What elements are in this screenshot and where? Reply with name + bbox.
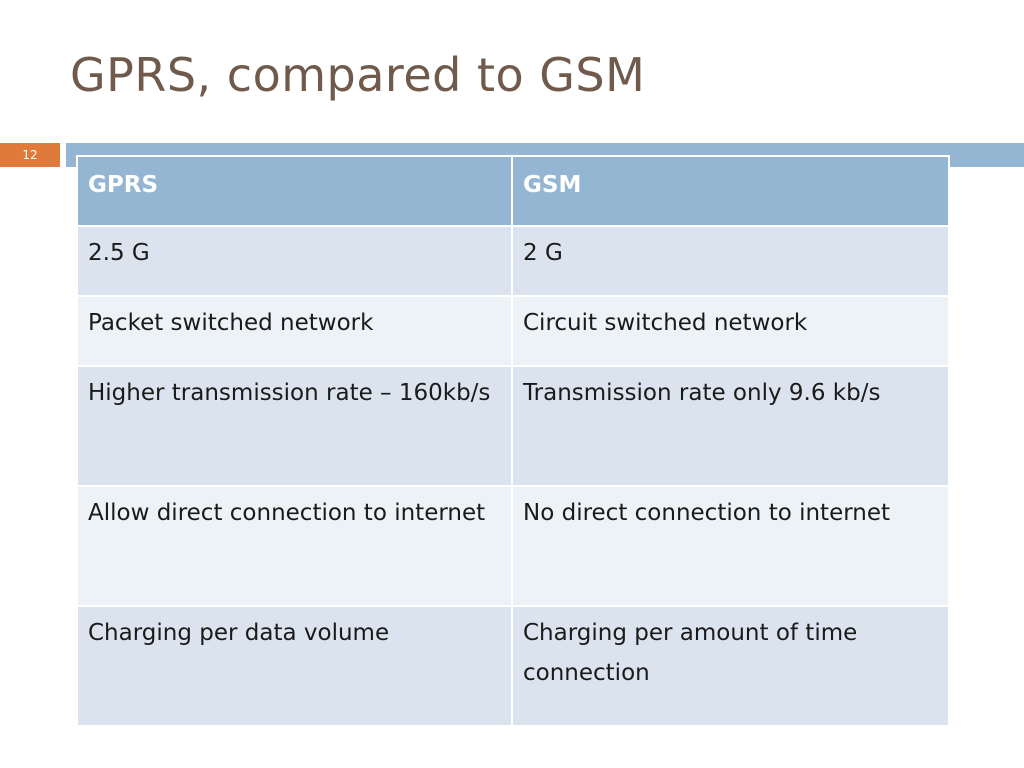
table-row: Charging per data volume Charging per am… (76, 605, 950, 727)
gprs-cell: 2.5 G (76, 225, 513, 297)
header-gsm: GSM (511, 155, 950, 227)
comparison-table: GPRS GSM 2.5 G 2 G Packet switched netwo… (76, 155, 950, 727)
comparison-table-container: GPRS GSM 2.5 G 2 G Packet switched netwo… (76, 155, 950, 727)
gsm-cell: No direct connection to internet (511, 485, 950, 607)
gprs-cell: Allow direct connection to internet (76, 485, 513, 607)
gsm-cell: Transmission rate only 9.6 kb/s (511, 365, 950, 487)
table-header-row: GPRS GSM (76, 155, 950, 227)
header-gprs: GPRS (76, 155, 513, 227)
gsm-cell: 2 G (511, 225, 950, 297)
gprs-cell: Packet switched network (76, 295, 513, 367)
gprs-cell: Charging per data volume (76, 605, 513, 727)
gsm-cell: Circuit switched network (511, 295, 950, 367)
table-row: 2.5 G 2 G (76, 225, 950, 297)
gprs-cell: Higher transmission rate – 160kb/s (76, 365, 513, 487)
gsm-cell: Charging per amount of time connection (511, 605, 950, 727)
slide-number-badge: 12 (0, 143, 60, 167)
table-row: Higher transmission rate – 160kb/s Trans… (76, 365, 950, 487)
table-row: Allow direct connection to internet No d… (76, 485, 950, 607)
table-row: Packet switched network Circuit switched… (76, 295, 950, 367)
slide-title: GPRS, compared to GSM (70, 48, 646, 102)
